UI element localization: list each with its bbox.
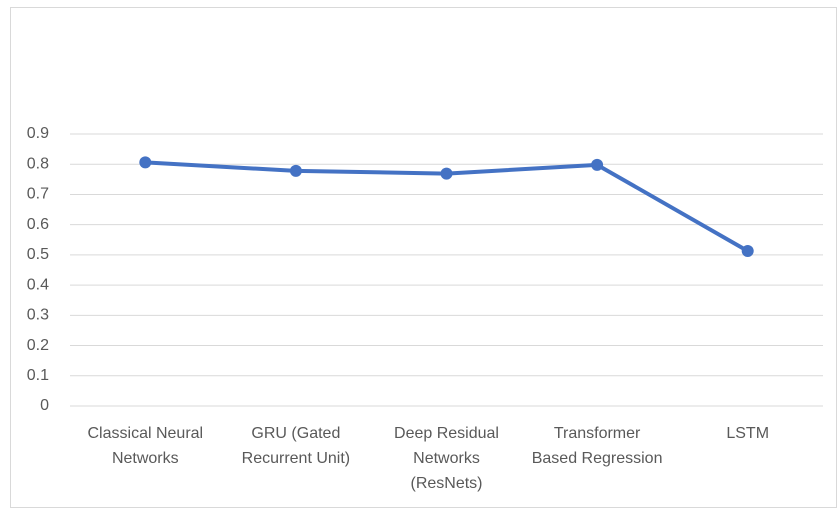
data-point bbox=[289, 164, 302, 177]
y-tick-label: 0.9 bbox=[27, 125, 49, 142]
y-tick-label: 0.5 bbox=[27, 246, 49, 263]
y-tick-label: 0.4 bbox=[27, 276, 49, 293]
x-tick-label: Deep Residual Networks (ResNets) bbox=[394, 425, 499, 492]
x-tick-label: Classical Neural Networks bbox=[87, 425, 204, 467]
x-tick-label: LSTM bbox=[726, 425, 770, 442]
y-tick-label: 0.2 bbox=[27, 337, 49, 354]
y-tick-label: 0 bbox=[40, 397, 49, 414]
x-tick-label: GRU (Gated Recurrent Unit) bbox=[241, 425, 351, 467]
data-point bbox=[741, 244, 754, 257]
data-point bbox=[591, 158, 604, 171]
data-point bbox=[440, 167, 453, 180]
data-point bbox=[139, 156, 152, 169]
y-tick-label: 0.1 bbox=[27, 367, 49, 384]
y-tick-label: 0.7 bbox=[27, 186, 49, 203]
x-tick-label: Transformer Based Regression bbox=[531, 425, 663, 467]
y-tick-label: 0.8 bbox=[27, 155, 49, 172]
y-tick-label: 0.6 bbox=[27, 216, 49, 233]
y-tick-label: 0.3 bbox=[27, 307, 49, 324]
